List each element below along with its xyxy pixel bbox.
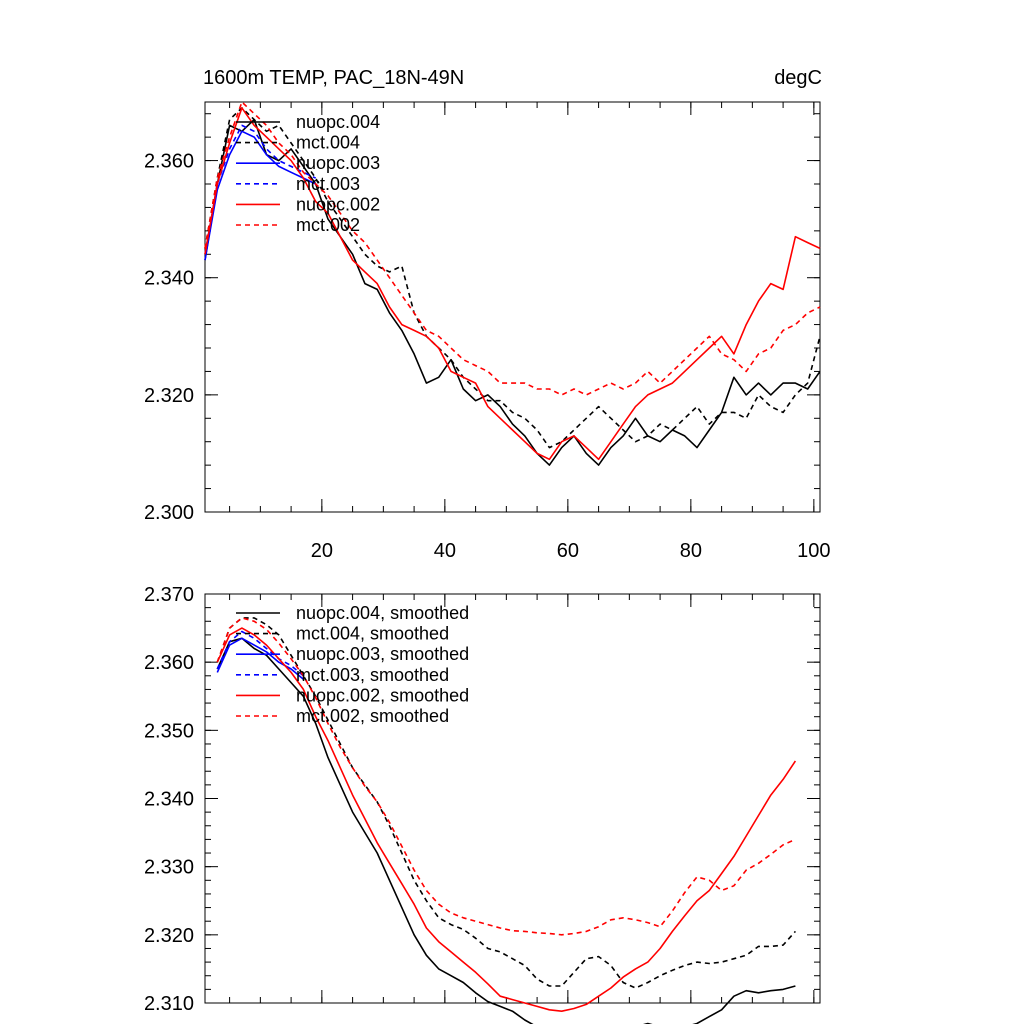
y-tick-label: 2.360 [144, 151, 194, 173]
series-line-nuopc-002-smoothed [216, 627, 797, 1013]
y-tick-label: 2.360 [144, 652, 194, 674]
x-tick-label: 20 [311, 540, 333, 562]
y-tick-label: 2.330 [144, 857, 194, 879]
series-line-mct-004 [204, 107, 821, 449]
legend-label: mct.002, smoothed [296, 706, 449, 726]
y-tick-label: 2.340 [144, 789, 194, 811]
y-tick-label: 2.300 [144, 502, 194, 524]
legend-label: nuopc.003 [296, 153, 380, 173]
legend-label: mct.004 [296, 133, 360, 153]
legend-label: nuopc.002, smoothed [296, 685, 469, 705]
series-line-mct-002-smoothed [216, 617, 796, 936]
series-line-nuopc-003 [204, 130, 317, 261]
y-tick-label: 2.320 [144, 925, 194, 947]
x-tick-label: 60 [557, 540, 579, 562]
legend-label: mct.003, smoothed [296, 665, 449, 685]
top-panel: 1600m TEMP, PAC_18N-49N degC 2.300 2.320 2… [144, 67, 831, 562]
x-tick-label: 80 [680, 540, 702, 562]
series-line-mct-004-smoothed [216, 617, 796, 989]
legend-label: nuopc.002 [296, 194, 380, 214]
legend-label: nuopc.004 [296, 112, 380, 132]
top-panel-units: degC [774, 67, 822, 89]
y-tick-label: 2.350 [144, 720, 194, 742]
legend-label: mct.002 [296, 215, 360, 235]
y-tick-label: 2.320 [144, 385, 194, 407]
series-line-mct-002 [204, 101, 821, 396]
top-panel-title: 1600m TEMP, PAC_18N-49N [203, 67, 464, 89]
series-line-nuopc-002 [204, 107, 821, 461]
x-tick-label: 100 [797, 540, 830, 562]
bottom-panel: 2.310 2.320 2.330 2.340 2.350 2.360 2.370 nuopc… [144, 584, 821, 1024]
legend-label: mct.003 [296, 174, 360, 194]
y-tick-label: 2.310 [144, 993, 194, 1015]
y-tick-label: 2.370 [144, 584, 194, 606]
legend-label: mct.004, smoothed [296, 624, 449, 644]
y-tick-label: 2.340 [144, 268, 194, 290]
legend-label: nuopc.004, smoothed [296, 603, 469, 623]
series-line-mct-003-smoothed [216, 630, 304, 677]
legend-label: nuopc.003, smoothed [296, 644, 469, 664]
series-line-nuopc-003-smoothed [216, 637, 304, 680]
x-tick-label: 40 [434, 540, 456, 562]
series-line-nuopc-004-smoothed [216, 637, 796, 1024]
series-line-nuopc-004 [204, 118, 821, 466]
